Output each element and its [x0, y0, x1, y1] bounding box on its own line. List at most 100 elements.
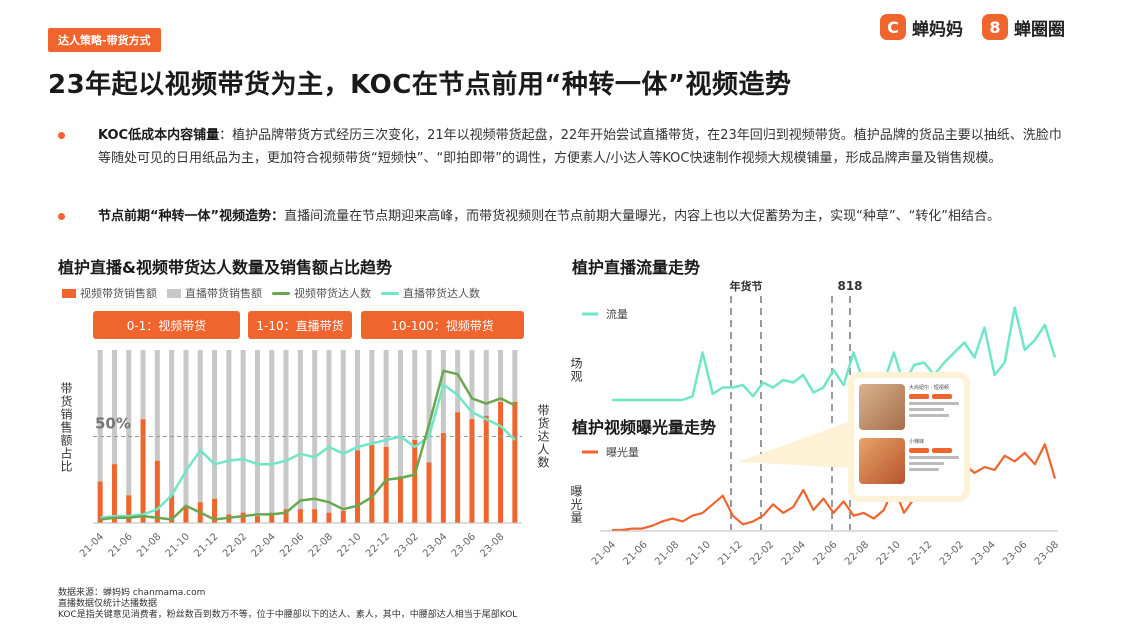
video-thumbnail-image: [859, 384, 905, 430]
x-tick-label: 23-04: [421, 531, 449, 559]
video-sales-bar: [469, 419, 475, 523]
video-sales-bar: [154, 460, 160, 523]
bullet-item: 节点前期“种转一体”视频造势：直播间流量在节点期迎来高峰，而带货视频则在节点前期…: [58, 205, 1068, 228]
x-tick-label: 22-02: [748, 539, 776, 567]
live-sales-bar: [283, 350, 289, 510]
legend-label: 视频带货达人数: [294, 287, 371, 300]
video-sales-bar: [455, 412, 461, 523]
video-sales-bar: [498, 401, 504, 523]
left-chart-legend: 视频带货销售额 直播带货销售额 视频带货达人数 直播带货达人数: [62, 285, 480, 301]
phase-badge: 0-1：视频带货: [93, 311, 240, 339]
x-tick-label: 22-06: [811, 539, 839, 567]
live-sales-bar: [383, 350, 389, 447]
left-y-axis-label: 带货销售额占比: [59, 382, 73, 473]
annotation-label: 年货节: [730, 279, 763, 293]
section-tag: 达人策略-带货方式: [48, 28, 161, 52]
phase-badge: 1-10：直播带货: [248, 311, 352, 339]
phase-badge: 10-100：视频带货: [361, 311, 524, 339]
x-tick-label: 23-08: [478, 531, 506, 559]
reference-label: 50%: [95, 415, 131, 433]
video-sales-bar: [269, 512, 275, 523]
chanmama-logo-icon: C: [880, 14, 906, 40]
x-tick-label: 22-02: [221, 531, 249, 559]
video-thumbnail-image: [859, 438, 905, 484]
x-tick-label: 22-04: [250, 531, 278, 559]
live-sales-bar: [369, 350, 375, 446]
legend-swatch-icon: [381, 291, 399, 295]
x-tick-label: 22-08: [307, 531, 335, 559]
bullet-item: KOC低成本内容铺量：植护品牌带货方式经历三次变化，21年以视频带货起盘，22年…: [58, 124, 1068, 170]
video-sales-bar: [340, 510, 346, 523]
live-sales-bar: [97, 350, 103, 482]
x-tick-label: 23-02: [393, 531, 421, 559]
live-sales-bar: [469, 350, 475, 420]
annotation-label: 818: [837, 279, 862, 293]
video-sales-bar: [283, 509, 289, 523]
video-caption: 大尚妞尔 · 短视频: [909, 385, 949, 391]
video-sales-bar: [240, 512, 246, 523]
bullet-head: 节点前期“种转一体”视频造势：: [98, 209, 285, 224]
live-sales-bar: [397, 350, 403, 477]
live-sales-bar: [197, 350, 203, 503]
live-sales-bar: [226, 350, 232, 515]
traffic-y-axis-label: 场观: [569, 357, 583, 383]
video-sales-bar: [412, 439, 418, 523]
source-line: KOC是指关键意见消费者，粉丝数百到数万不等，位于中腰部以下的达人、素人，其中，…: [58, 610, 518, 620]
page-title: 23年起以视频带货为主，KOC在节点前用“种转一体”视频造势: [48, 70, 792, 100]
live-sales-bar: [297, 350, 303, 510]
legend-label: 视频带货销售额: [80, 287, 157, 300]
live-sales-bar: [426, 350, 432, 463]
legend-item: 直播带货销售额: [167, 285, 262, 301]
video-creators-line: [100, 369, 516, 521]
x-tick-label: 23-06: [1001, 539, 1029, 567]
video-sales-bar: [512, 401, 518, 523]
live-sales-bar: [498, 350, 504, 402]
live-sales-bar: [340, 350, 346, 511]
x-tick-label: 23-02: [938, 539, 966, 567]
video-caption: 小辣妹: [909, 439, 925, 445]
live-sales-bar: [512, 350, 518, 402]
data-source-note: 数据来源：蝉妈妈 chanmama.com 直播数据仅统计达播数据 KOC是指关…: [58, 588, 517, 621]
live-sales-bar: [326, 350, 332, 513]
video-sales-bar: [126, 495, 132, 523]
x-tick-label: 21-10: [164, 531, 192, 559]
x-tick-label: 21-06: [621, 539, 649, 567]
video-sales-bar: [483, 415, 489, 523]
chanmama-logo-text: 蝉妈妈: [912, 19, 963, 40]
x-tick-label: 22-10: [335, 531, 363, 559]
legend-item: 视频带货销售额: [62, 285, 157, 301]
legend-swatch-icon: [167, 288, 181, 298]
chanquanquan-logo: 8 蝉圈圈: [982, 14, 1065, 40]
x-tick-label: 21-06: [107, 531, 135, 559]
live-sales-bar: [355, 350, 361, 451]
video-sales-bar: [383, 446, 389, 523]
live-traffic-chart-title: 植护直播流量走势: [572, 258, 701, 277]
exposure-line: [612, 443, 1057, 532]
live-sales-bar: [126, 350, 132, 496]
video-thumbnail-panel: 大尚妞尔 · 短视频 小辣妹: [854, 378, 964, 496]
video-sales-bar: [397, 476, 403, 523]
legend-label: 直播带货销售额: [185, 287, 262, 300]
live-sales-bar: [154, 350, 160, 461]
x-tick-label: 21-08: [653, 539, 681, 567]
video-sales-bar: [140, 419, 146, 523]
live-sales-bar: [254, 350, 260, 517]
x-tick-label: 21-12: [192, 531, 220, 559]
live-sales-bar: [483, 350, 489, 416]
video-sales-bar: [355, 450, 361, 523]
video-sales-bar: [440, 433, 446, 523]
legend-swatch-icon: [62, 288, 76, 298]
video-sales-bar: [297, 509, 303, 523]
bullet-dot-icon: [58, 132, 65, 139]
video-sales-bar: [254, 516, 260, 523]
video-sales-bar: [426, 462, 432, 523]
video-exposure-chart-title: 植护视频曝光量走势: [572, 418, 717, 437]
video-sales-bar: [312, 509, 318, 523]
chanmama-logo: C 蝉妈妈: [880, 14, 963, 40]
x-tick-label: 21-04: [590, 539, 618, 567]
traffic-line: [612, 306, 1057, 402]
legend-swatch-icon: [272, 291, 290, 295]
x-tick-label: 22-12: [364, 531, 392, 559]
live-sales-bar: [412, 350, 418, 440]
